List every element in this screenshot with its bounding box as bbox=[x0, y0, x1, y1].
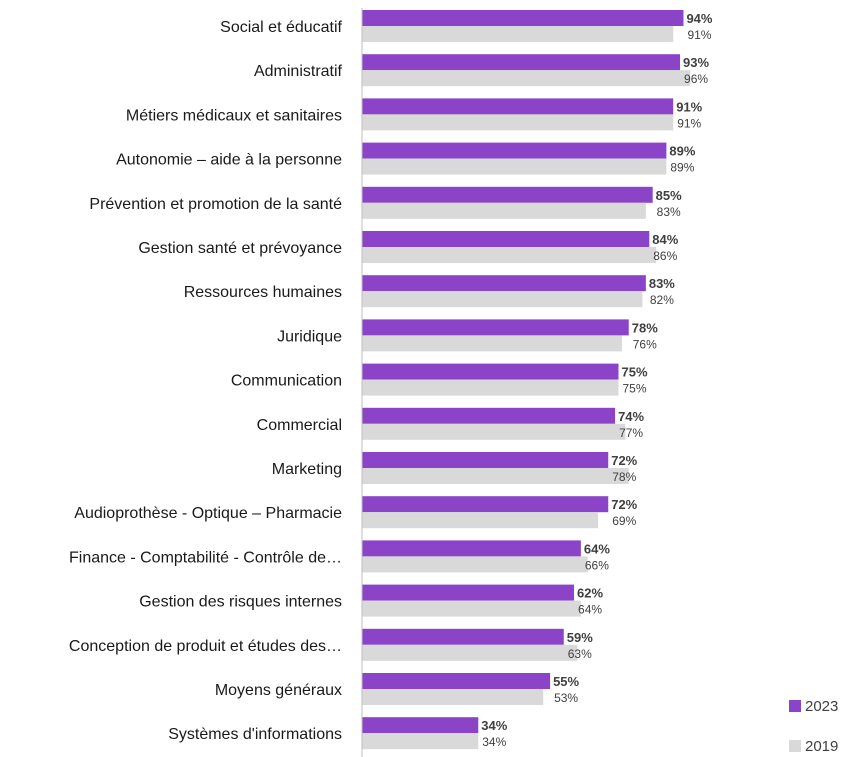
category-label: Communication bbox=[231, 373, 342, 390]
category-label: Gestion des risques internes bbox=[139, 594, 342, 611]
category-label: Administratif bbox=[254, 63, 343, 80]
bar-2019 bbox=[362, 468, 629, 484]
bar-2019 bbox=[362, 512, 598, 529]
value-label-2019: 75% bbox=[622, 382, 646, 396]
value-label-2019: 86% bbox=[653, 249, 677, 263]
bar-2019 bbox=[362, 689, 544, 705]
value-label-2023: 74% bbox=[618, 409, 644, 424]
value-label-2019: 76% bbox=[633, 337, 657, 351]
value-label-2023: 55% bbox=[553, 674, 579, 689]
bar-2019 bbox=[362, 158, 667, 175]
bar-2019 bbox=[362, 733, 479, 750]
bar-2023 bbox=[362, 98, 674, 115]
category-label: Social et éducatif bbox=[220, 19, 342, 36]
value-label-2019: 91% bbox=[687, 28, 711, 42]
bar-2019 bbox=[362, 335, 622, 352]
bar-2019 bbox=[362, 600, 581, 617]
bar-2023 bbox=[362, 363, 619, 380]
value-label-2023: 83% bbox=[649, 276, 675, 291]
category-label: Conception de produit et études des… bbox=[69, 638, 342, 655]
legend-swatch-2023 bbox=[789, 700, 801, 712]
value-label-2023: 62% bbox=[577, 586, 603, 601]
value-label-2019: 83% bbox=[657, 205, 681, 219]
category-label: Commercial bbox=[257, 417, 342, 434]
category-label: Audioprothèse - Optique – Pharmacie bbox=[74, 505, 342, 522]
bar-2019 bbox=[362, 379, 619, 396]
legend-swatch-2019 bbox=[789, 740, 801, 752]
value-label-2019: 66% bbox=[585, 558, 609, 572]
value-label-2023: 91% bbox=[676, 99, 702, 114]
bar-2019 bbox=[362, 423, 626, 440]
category-label: Juridique bbox=[277, 328, 342, 345]
bar-2023 bbox=[362, 54, 681, 71]
bar-2019 bbox=[362, 291, 643, 308]
bar-2023 bbox=[362, 673, 551, 689]
value-label-2023: 93% bbox=[683, 55, 709, 70]
value-label-2023: 89% bbox=[669, 144, 695, 159]
value-label-2019: 34% bbox=[482, 735, 506, 749]
bars-layer bbox=[362, 10, 691, 750]
bar-2023 bbox=[362, 231, 650, 247]
legend: 2023 2019 bbox=[789, 698, 838, 755]
value-label-2019: 53% bbox=[554, 691, 578, 705]
value-label-2023: 72% bbox=[611, 497, 637, 512]
value-label-2023: 94% bbox=[686, 11, 712, 26]
value-label-2023: 75% bbox=[621, 365, 647, 380]
bar-2023 bbox=[362, 186, 653, 203]
value-label-2023: 64% bbox=[584, 541, 610, 556]
labels-layer: Social et éducatif 94% 91% Administratif 93%… bbox=[69, 11, 713, 749]
category-label: Moyens généraux bbox=[215, 682, 342, 699]
category-label: Métiers médicaux et sanitaires bbox=[126, 107, 342, 124]
bar-2023 bbox=[362, 319, 629, 336]
value-label-2019: 78% bbox=[612, 470, 636, 484]
value-label-2023: 34% bbox=[481, 718, 507, 733]
bar-2023 bbox=[362, 496, 609, 513]
category-label: Autonomie – aide à la personne bbox=[116, 152, 342, 169]
bar-2019 bbox=[362, 556, 588, 573]
value-label-2019: 96% bbox=[684, 72, 708, 86]
bar-2023 bbox=[362, 407, 616, 424]
bar-2023 bbox=[362, 540, 581, 557]
bar-2019 bbox=[362, 202, 646, 219]
bar-2023 bbox=[362, 10, 684, 26]
value-label-2019: 64% bbox=[578, 603, 602, 617]
category-label: Ressources humaines bbox=[184, 284, 342, 301]
legend-label-2023: 2023 bbox=[805, 698, 838, 715]
bar-2023 bbox=[362, 452, 609, 468]
value-label-2023: 59% bbox=[567, 630, 593, 645]
bar-2019 bbox=[362, 26, 674, 42]
value-label-2019: 63% bbox=[568, 647, 592, 661]
bar-2019 bbox=[362, 644, 578, 661]
bar-2023 bbox=[362, 584, 575, 601]
category-label: Prévention et promotion de la santé bbox=[89, 196, 342, 213]
value-label-2023: 78% bbox=[632, 320, 658, 335]
legend-label-2019: 2019 bbox=[805, 738, 838, 755]
bar-2019 bbox=[362, 247, 657, 263]
category-label: Systèmes d'informations bbox=[168, 726, 342, 743]
bar-2019 bbox=[362, 70, 691, 87]
value-label-2023: 85% bbox=[656, 188, 682, 203]
bar-2023 bbox=[362, 275, 646, 292]
bar-2019 bbox=[362, 114, 674, 131]
value-label-2023: 84% bbox=[652, 232, 678, 247]
bar-2023 bbox=[362, 628, 564, 645]
category-label: Gestion santé et prévoyance bbox=[138, 240, 342, 257]
category-label: Marketing bbox=[272, 461, 342, 478]
value-label-2019: 89% bbox=[670, 161, 694, 175]
value-label-2023: 72% bbox=[611, 453, 637, 468]
bar-2023 bbox=[362, 142, 667, 159]
category-label: Finance - Comptabilité - Contrôle de… bbox=[69, 549, 342, 566]
value-label-2019: 91% bbox=[677, 116, 701, 130]
value-label-2019: 77% bbox=[619, 426, 643, 440]
value-label-2019: 82% bbox=[650, 293, 674, 307]
value-label-2019: 69% bbox=[612, 514, 636, 528]
bar-2023 bbox=[362, 717, 479, 734]
